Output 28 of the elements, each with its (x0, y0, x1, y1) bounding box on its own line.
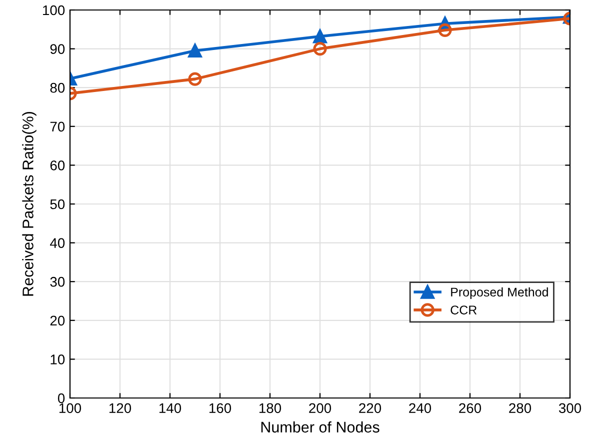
y-tick-label: 90 (50, 44, 65, 54)
x-tick-label: 300 (558, 403, 582, 414)
legend-label: Proposed Method (451, 287, 548, 300)
y-tick-label: 10 (50, 354, 65, 364)
x-tick-label: 100 (59, 403, 82, 414)
x-tick-label: 240 (409, 403, 432, 414)
point (313, 30, 327, 44)
y-tick-label: 30 (50, 276, 65, 287)
y-tick-label: 80 (50, 82, 65, 93)
y-tick-label: 70 (50, 122, 65, 132)
x-tick-label: 200 (309, 403, 332, 414)
x-axis-title: Number of Nodes (261, 421, 380, 433)
point (313, 42, 327, 56)
x-tick-label: 140 (159, 403, 182, 414)
x-tick-label: 220 (359, 403, 382, 414)
y-tick-label: 0 (58, 393, 65, 404)
y-tick-label: 60 (50, 160, 65, 170)
x-tick-label: 120 (109, 403, 132, 414)
y-tick-label: 40 (50, 238, 65, 248)
legend-label: CCR (450, 306, 477, 314)
y-tick-label: 100 (43, 5, 65, 16)
x-tick-label: 160 (209, 403, 232, 414)
x-tick-label: 180 (259, 403, 282, 414)
y-tick-label: 50 (50, 199, 65, 210)
x-tick-label: 260 (459, 403, 482, 414)
x-tick-label: 280 (509, 403, 532, 414)
y-tick-label: 20 (50, 316, 65, 326)
y-axis-title: Received Packets Ratio(%) (22, 112, 36, 296)
